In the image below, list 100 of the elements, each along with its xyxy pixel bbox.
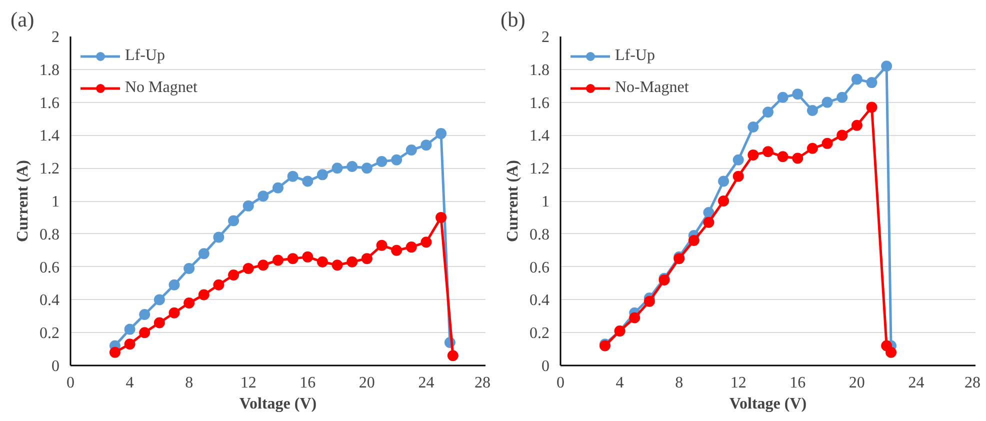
y-tick-label: 0.6 bbox=[40, 259, 60, 276]
point bbox=[376, 156, 388, 168]
point bbox=[806, 105, 818, 116]
chart-title: (b) bbox=[500, 8, 526, 32]
point bbox=[124, 324, 136, 335]
y-tick-label: 0.6 bbox=[530, 259, 550, 276]
point bbox=[732, 154, 744, 166]
y-tick-label: 0.2 bbox=[530, 325, 550, 342]
point bbox=[168, 307, 180, 318]
point bbox=[762, 106, 774, 118]
point bbox=[302, 251, 314, 262]
point bbox=[272, 254, 284, 266]
x-tick-label: 20 bbox=[358, 374, 375, 392]
y-tick-label: 0.8 bbox=[530, 226, 550, 244]
point bbox=[866, 77, 878, 88]
point bbox=[391, 154, 402, 166]
y-tick-label: 1.2 bbox=[40, 160, 60, 178]
y-tick-label: 0.4 bbox=[530, 292, 550, 310]
y-tick-label: 2 bbox=[542, 29, 550, 46]
x-tick-label: 20 bbox=[848, 374, 865, 392]
y-tick-label: 1.4 bbox=[530, 128, 550, 145]
point bbox=[886, 346, 897, 358]
point bbox=[184, 262, 195, 274]
point bbox=[748, 121, 759, 132]
point bbox=[644, 296, 655, 307]
y-tick-label: 1.6 bbox=[40, 94, 60, 112]
point bbox=[361, 162, 372, 174]
point bbox=[436, 212, 447, 223]
point bbox=[822, 138, 833, 149]
y-tick-label: 1 bbox=[542, 194, 550, 210]
point bbox=[718, 176, 730, 187]
x-tick-label: 16 bbox=[790, 374, 806, 392]
point bbox=[703, 207, 714, 218]
point bbox=[316, 256, 328, 268]
point bbox=[346, 256, 358, 268]
point bbox=[258, 190, 269, 202]
y-tick-label: 2 bbox=[52, 29, 60, 46]
point bbox=[184, 298, 195, 308]
point bbox=[213, 279, 224, 290]
y-axis-title: Current (A) bbox=[504, 160, 522, 242]
y-axis-title: Current (A) bbox=[14, 160, 32, 242]
point bbox=[272, 182, 284, 194]
point bbox=[168, 279, 180, 290]
point bbox=[302, 176, 314, 187]
point bbox=[436, 128, 447, 140]
point bbox=[287, 170, 298, 182]
x-tick-label: 8 bbox=[675, 374, 684, 392]
point bbox=[688, 234, 700, 246]
point bbox=[806, 142, 818, 154]
chart-title: (a) bbox=[10, 8, 34, 32]
point bbox=[851, 120, 862, 131]
point bbox=[139, 327, 150, 338]
point bbox=[777, 151, 788, 162]
point bbox=[139, 309, 150, 320]
point bbox=[718, 196, 730, 206]
point bbox=[792, 88, 804, 100]
point bbox=[703, 216, 714, 228]
point bbox=[154, 317, 165, 328]
y-tick-label: 1.2 bbox=[530, 160, 550, 178]
y-tick-label: 1.4 bbox=[40, 128, 60, 145]
x-tick-label: 0 bbox=[66, 374, 74, 392]
point bbox=[242, 262, 254, 274]
point bbox=[332, 260, 343, 271]
point bbox=[213, 232, 224, 243]
point bbox=[391, 244, 402, 256]
x-tick-label: 8 bbox=[185, 374, 194, 392]
y-tick-label: 1 bbox=[52, 194, 60, 210]
point bbox=[732, 170, 744, 182]
point bbox=[376, 240, 388, 251]
point bbox=[242, 200, 254, 212]
point bbox=[792, 152, 804, 164]
point bbox=[228, 270, 240, 281]
y-tick-label: 1.6 bbox=[530, 94, 550, 112]
point bbox=[420, 140, 432, 151]
point bbox=[447, 350, 458, 362]
x-tick-label: 28 bbox=[474, 374, 490, 392]
point bbox=[822, 96, 833, 108]
point bbox=[748, 149, 759, 160]
point bbox=[420, 236, 432, 248]
y-tick-label: 0 bbox=[542, 358, 550, 375]
legend-label: Lf-Up bbox=[615, 47, 655, 65]
x-tick-label: 12 bbox=[730, 374, 746, 392]
point bbox=[361, 253, 372, 264]
point bbox=[866, 102, 878, 113]
point bbox=[287, 253, 298, 264]
point bbox=[777, 92, 788, 103]
point bbox=[629, 312, 640, 324]
y-tick-label: 1.8 bbox=[530, 62, 550, 79]
x-tick-label: 4 bbox=[126, 374, 134, 392]
point bbox=[332, 162, 343, 174]
y-tick-label: 0 bbox=[52, 358, 60, 375]
y-tick-label: 0.8 bbox=[40, 226, 60, 244]
x-tick-label: 12 bbox=[240, 374, 256, 392]
point bbox=[124, 338, 136, 350]
point bbox=[316, 169, 328, 180]
point bbox=[258, 260, 269, 271]
x-tick-label: 0 bbox=[556, 374, 564, 392]
point bbox=[198, 248, 210, 260]
x-tick-label: 16 bbox=[300, 374, 316, 392]
point bbox=[154, 294, 165, 306]
